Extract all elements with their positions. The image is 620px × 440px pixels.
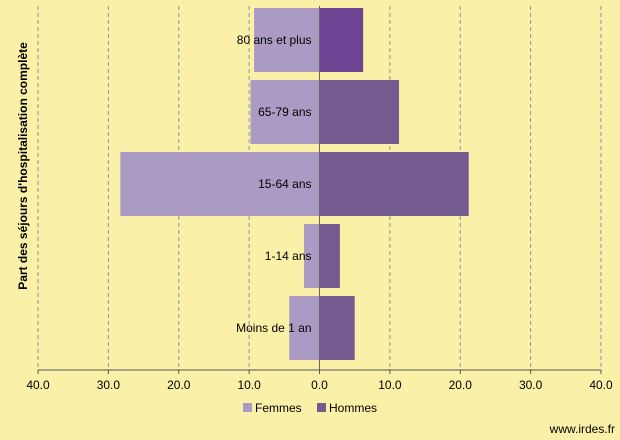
legend: Femmes Hommes [243,401,377,415]
bar-femmes-4 [289,296,320,360]
x-tick-label: 10.0 [237,378,261,392]
x-tick-label: 20.0 [167,378,191,392]
x-tick-label: 30.0 [97,378,121,392]
category-label: 1-14 ans [265,249,312,263]
x-tick-label: 40.0 [26,378,50,392]
bar-femmes-0 [254,8,320,72]
legend-label-femmes: Femmes [255,401,302,415]
y-axis-label: Part des séjours d'hospitalisation compl… [16,42,30,290]
bar-hommes-4 [319,296,355,360]
bar-hommes-2 [319,152,469,216]
bars [120,6,469,370]
category-label: Moins de 1 an [236,321,311,335]
x-tick-label: 0.0 [311,378,328,392]
x-tick-label: 30.0 [519,378,543,392]
x-tick-label: 20.0 [449,378,473,392]
bar-hommes-0 [319,8,364,72]
category-label: 15-64 ans [258,177,311,191]
bar-femmes-1 [250,80,320,144]
category-labels: 80 ans et plus 65-79 ans 15-64 ans 1-14 ans… [236,33,311,335]
legend-swatch-femmes [243,403,252,412]
x-tick-label: 40.0 [589,378,613,392]
legend-swatch-hommes [317,403,326,412]
legend-label-hommes: Hommes [329,401,377,415]
category-label: 65-79 ans [258,105,311,119]
bar-hommes-1 [319,80,400,144]
category-label: 80 ans et plus [237,33,312,47]
x-axis: 40.0 30.0 20.0 10.0 0.0 10.0 20.0 30.0 40.0 [26,369,613,392]
x-tick-label: 10.0 [378,378,402,392]
bar-hommes-3 [319,224,340,288]
bar-femmes-3 [304,224,320,288]
credit-text: www.irdes.fr [549,422,615,436]
bar-femmes-2 [120,152,320,216]
